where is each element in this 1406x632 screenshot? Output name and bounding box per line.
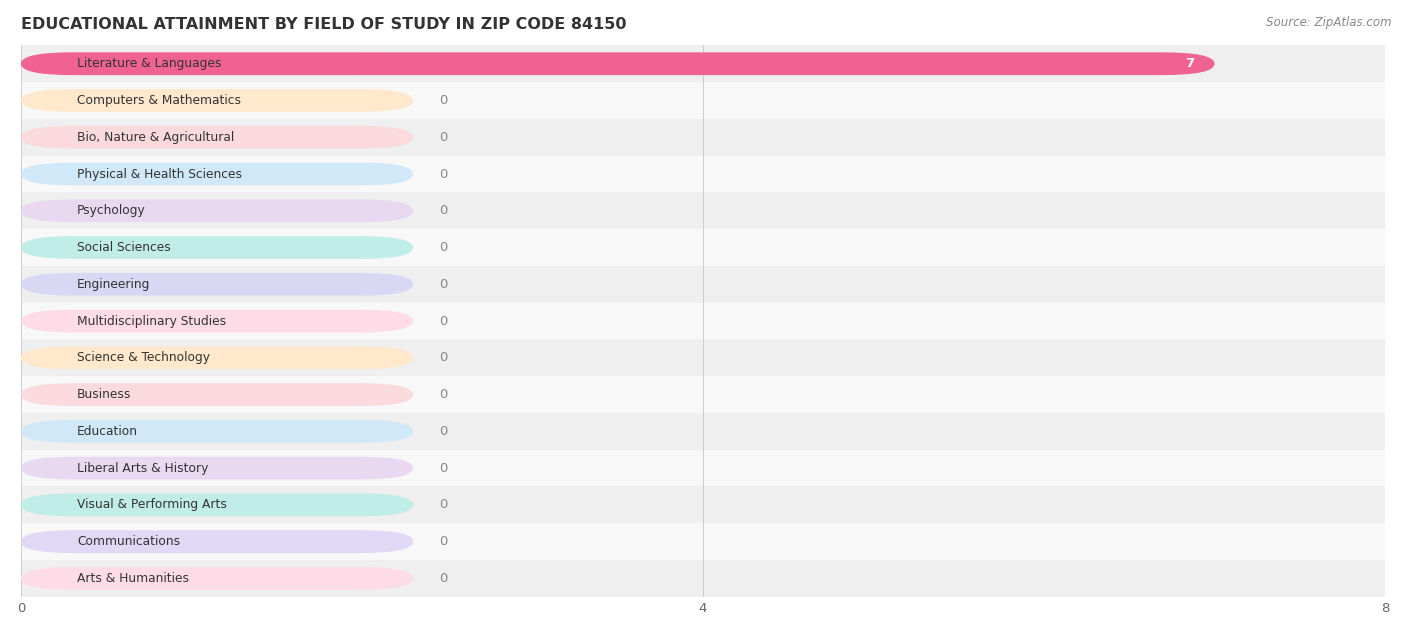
Text: Liberal Arts & History: Liberal Arts & History (77, 461, 208, 475)
FancyBboxPatch shape (21, 310, 413, 332)
Text: Engineering: Engineering (77, 278, 150, 291)
Text: 0: 0 (439, 425, 447, 438)
Bar (21, 413, 1385, 450)
Bar (21, 266, 1385, 303)
Text: 0: 0 (439, 572, 447, 585)
Text: Arts & Humanities: Arts & Humanities (77, 572, 190, 585)
Bar (21, 155, 1385, 192)
Text: Education: Education (77, 425, 138, 438)
FancyBboxPatch shape (21, 89, 413, 112)
Bar (21, 82, 1385, 119)
FancyBboxPatch shape (21, 199, 413, 222)
Text: 0: 0 (439, 278, 447, 291)
FancyBboxPatch shape (21, 530, 413, 553)
Text: 0: 0 (439, 535, 447, 548)
FancyBboxPatch shape (21, 162, 413, 185)
Bar (21, 376, 1385, 413)
FancyBboxPatch shape (21, 52, 1215, 75)
Bar (21, 46, 1385, 82)
FancyBboxPatch shape (21, 346, 413, 369)
FancyBboxPatch shape (21, 567, 413, 590)
Text: 7: 7 (1185, 58, 1194, 70)
Text: 0: 0 (439, 351, 447, 364)
Text: Psychology: Psychology (77, 204, 146, 217)
Text: Source: ZipAtlas.com: Source: ZipAtlas.com (1267, 16, 1392, 29)
FancyBboxPatch shape (21, 273, 413, 296)
Text: Communications: Communications (77, 535, 180, 548)
Text: Computers & Mathematics: Computers & Mathematics (77, 94, 242, 107)
Text: 0: 0 (439, 461, 447, 475)
Text: 0: 0 (439, 131, 447, 143)
Bar (21, 303, 1385, 339)
Text: Social Sciences: Social Sciences (77, 241, 172, 254)
Bar (21, 119, 1385, 155)
Text: Physical & Health Sciences: Physical & Health Sciences (77, 167, 242, 181)
Text: 0: 0 (439, 241, 447, 254)
FancyBboxPatch shape (21, 52, 413, 75)
FancyBboxPatch shape (21, 383, 413, 406)
FancyBboxPatch shape (21, 126, 413, 149)
Bar (21, 523, 1385, 560)
Bar (21, 229, 1385, 266)
Text: Multidisciplinary Studies: Multidisciplinary Studies (77, 315, 226, 327)
Text: 0: 0 (439, 388, 447, 401)
Text: EDUCATIONAL ATTAINMENT BY FIELD OF STUDY IN ZIP CODE 84150: EDUCATIONAL ATTAINMENT BY FIELD OF STUDY… (21, 16, 626, 32)
FancyBboxPatch shape (21, 457, 413, 480)
Text: 0: 0 (439, 167, 447, 181)
Text: 0: 0 (439, 94, 447, 107)
Text: Bio, Nature & Agricultural: Bio, Nature & Agricultural (77, 131, 235, 143)
FancyBboxPatch shape (21, 494, 413, 516)
Text: 0: 0 (439, 499, 447, 511)
Bar (21, 560, 1385, 597)
Bar (21, 339, 1385, 376)
Bar (21, 487, 1385, 523)
Text: Visual & Performing Arts: Visual & Performing Arts (77, 499, 226, 511)
Text: 0: 0 (439, 315, 447, 327)
FancyBboxPatch shape (21, 420, 413, 443)
Text: 0: 0 (439, 204, 447, 217)
Text: Literature & Languages: Literature & Languages (77, 58, 222, 70)
Bar (21, 450, 1385, 487)
Text: Business: Business (77, 388, 132, 401)
Bar (21, 192, 1385, 229)
Text: Science & Technology: Science & Technology (77, 351, 209, 364)
FancyBboxPatch shape (21, 236, 413, 259)
